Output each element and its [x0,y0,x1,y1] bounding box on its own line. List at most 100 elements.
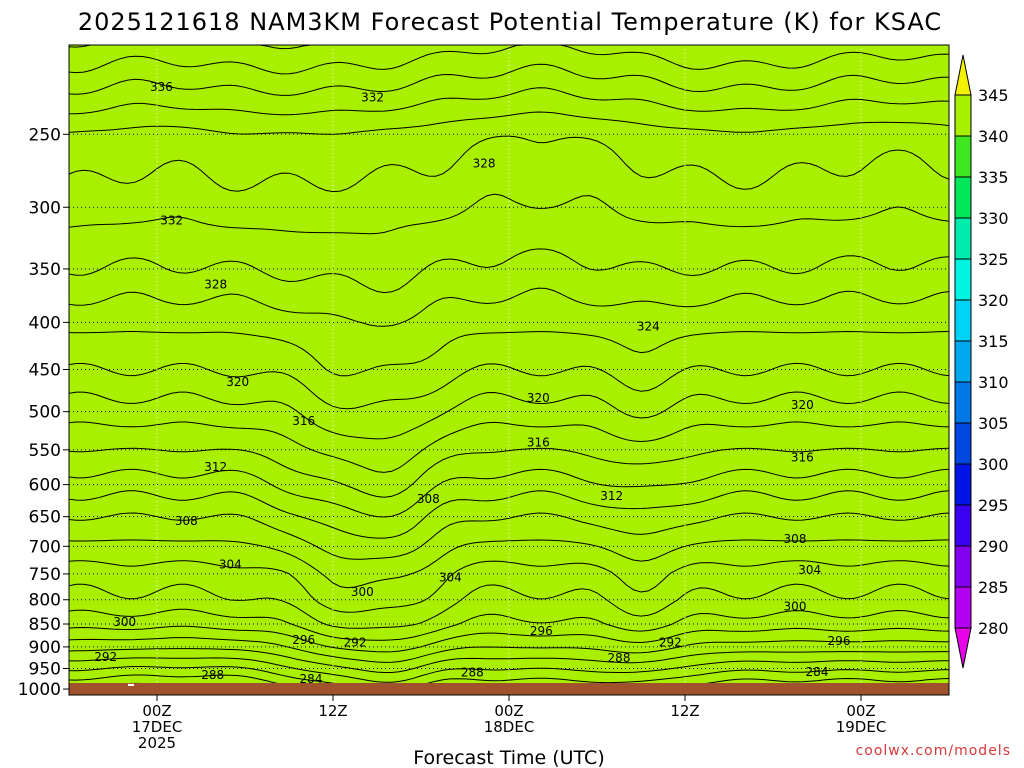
contour-label: 304 [439,571,462,585]
colorbar-label: 290 [978,537,1009,556]
contour-302 [69,583,949,629]
x-tick-label: 00Z [494,702,523,720]
contour-label: 292 [344,635,367,649]
contour-label: 284 [300,672,323,686]
contour-label: 320 [791,398,814,412]
contour-labels: 336 332 328 332 328 324 320 320 320 316 316 316 312 3… [94,80,850,686]
colorbar-swatch [954,217,972,260]
contour-322 [69,330,949,377]
y-tick-label: 450 [29,361,61,381]
x-tick-label: 18DEC [484,718,535,736]
x-tick-label: 00Z [142,702,171,720]
plot-area [69,45,949,695]
x-tick-label: 19DEC [836,718,887,736]
contour-294 [69,648,949,673]
contour-label: 328 [473,157,496,171]
contour-296 [69,637,949,663]
contour-label: 296 [292,633,315,647]
contour-314 [69,447,949,498]
contour-label: 300 [351,585,374,599]
contour-308 [69,512,949,560]
contour-326 [69,248,949,294]
colorbar-label: 325 [978,250,1009,269]
contour-label: 308 [417,492,440,506]
colorbar-swatch [954,340,972,383]
colorbar-swatch [954,135,972,178]
y-tick-label: 950 [29,660,61,680]
contour-318 [69,391,949,440]
x-tick-label: 00Z [846,702,875,720]
colorbar-swatch [954,381,972,424]
contour-label: 324 [637,319,660,333]
colorbar-top-tip [954,54,972,96]
colorbar-bottom-tip [954,627,972,669]
contour-label: 292 [94,650,117,664]
contour-298 [69,625,949,653]
ground-band [69,683,949,695]
contour-332 [69,111,949,135]
contour-328 [69,193,949,235]
contour-290 [69,666,949,692]
contour-label: 304 [219,558,242,572]
colorbar-swatch [954,94,972,137]
y-tick-label: 550 [29,441,61,461]
x-tick-label: 12Z [318,702,347,720]
x-axis-label: Forecast Time (UTC) [413,747,604,768]
contour-label: 288 [461,666,484,680]
contour-label: 332 [361,90,384,104]
contour-label: 308 [175,514,198,528]
colorbar-label: 345 [978,86,1009,105]
colorbar-swatch [954,176,972,219]
contour-label: 304 [798,563,821,577]
colorbar-label: 305 [978,414,1009,433]
contour-label: 300 [113,615,136,629]
contour-label: 320 [527,391,550,405]
y-tick-label: 1000 [18,680,61,700]
colorbar-label: 300 [978,455,1009,474]
y-tick-label: 650 [29,508,61,528]
contour-label: 320 [226,375,249,389]
colorbar-swatch [954,258,972,301]
contour-label: 316 [292,414,315,428]
contour-336 [69,63,949,96]
contour-320 [69,362,949,410]
y-tick-label: 750 [29,565,61,585]
surface-marker [128,684,134,686]
contour-label: 296 [530,624,553,638]
gridlines [69,45,949,695]
colorbar: 280 285 290 295 300 305 310 315 320 325 330 335 340 3… [954,54,1009,669]
colorbar-label: 335 [978,168,1009,187]
colorbar-label: 280 [978,619,1009,638]
colorbar-swatch [954,463,972,506]
y-tick-label: 900 [29,638,61,658]
y-tick-label: 700 [29,537,61,557]
contour-324 [69,287,949,327]
contour-338 [69,45,949,75]
colorbar-label: 340 [978,127,1009,146]
colorbar-swatch [954,545,972,588]
contour-330 [69,135,949,193]
contour-label: 284 [806,665,829,679]
contour-label: 292 [659,635,682,649]
contour-label: 316 [791,451,814,465]
credit-text: coolwx.com/models [856,743,1011,759]
x-tick-label: 2025 [138,734,176,752]
colorbar-swatch [954,586,972,629]
contour-334 [69,87,949,116]
y-tick-label: 350 [29,260,61,280]
y-tick-label: 300 [29,198,61,218]
colorbar-label: 310 [978,373,1009,392]
contour-304 [69,560,949,613]
x-tick-label: 12Z [670,702,699,720]
chart-title: 2025121618 NAM3KM Forecast Potential Tem… [78,8,942,36]
y-tick-label: 500 [29,403,61,423]
y-tick-label: 800 [29,591,61,611]
colorbar-label: 295 [978,496,1009,515]
y-tick-label: 600 [29,476,61,496]
colorbar-swatch [954,299,972,342]
contour-306 [69,539,949,589]
contour-312 [69,468,949,518]
colorbar-label: 330 [978,209,1009,228]
y-tick-label: 250 [29,125,61,145]
